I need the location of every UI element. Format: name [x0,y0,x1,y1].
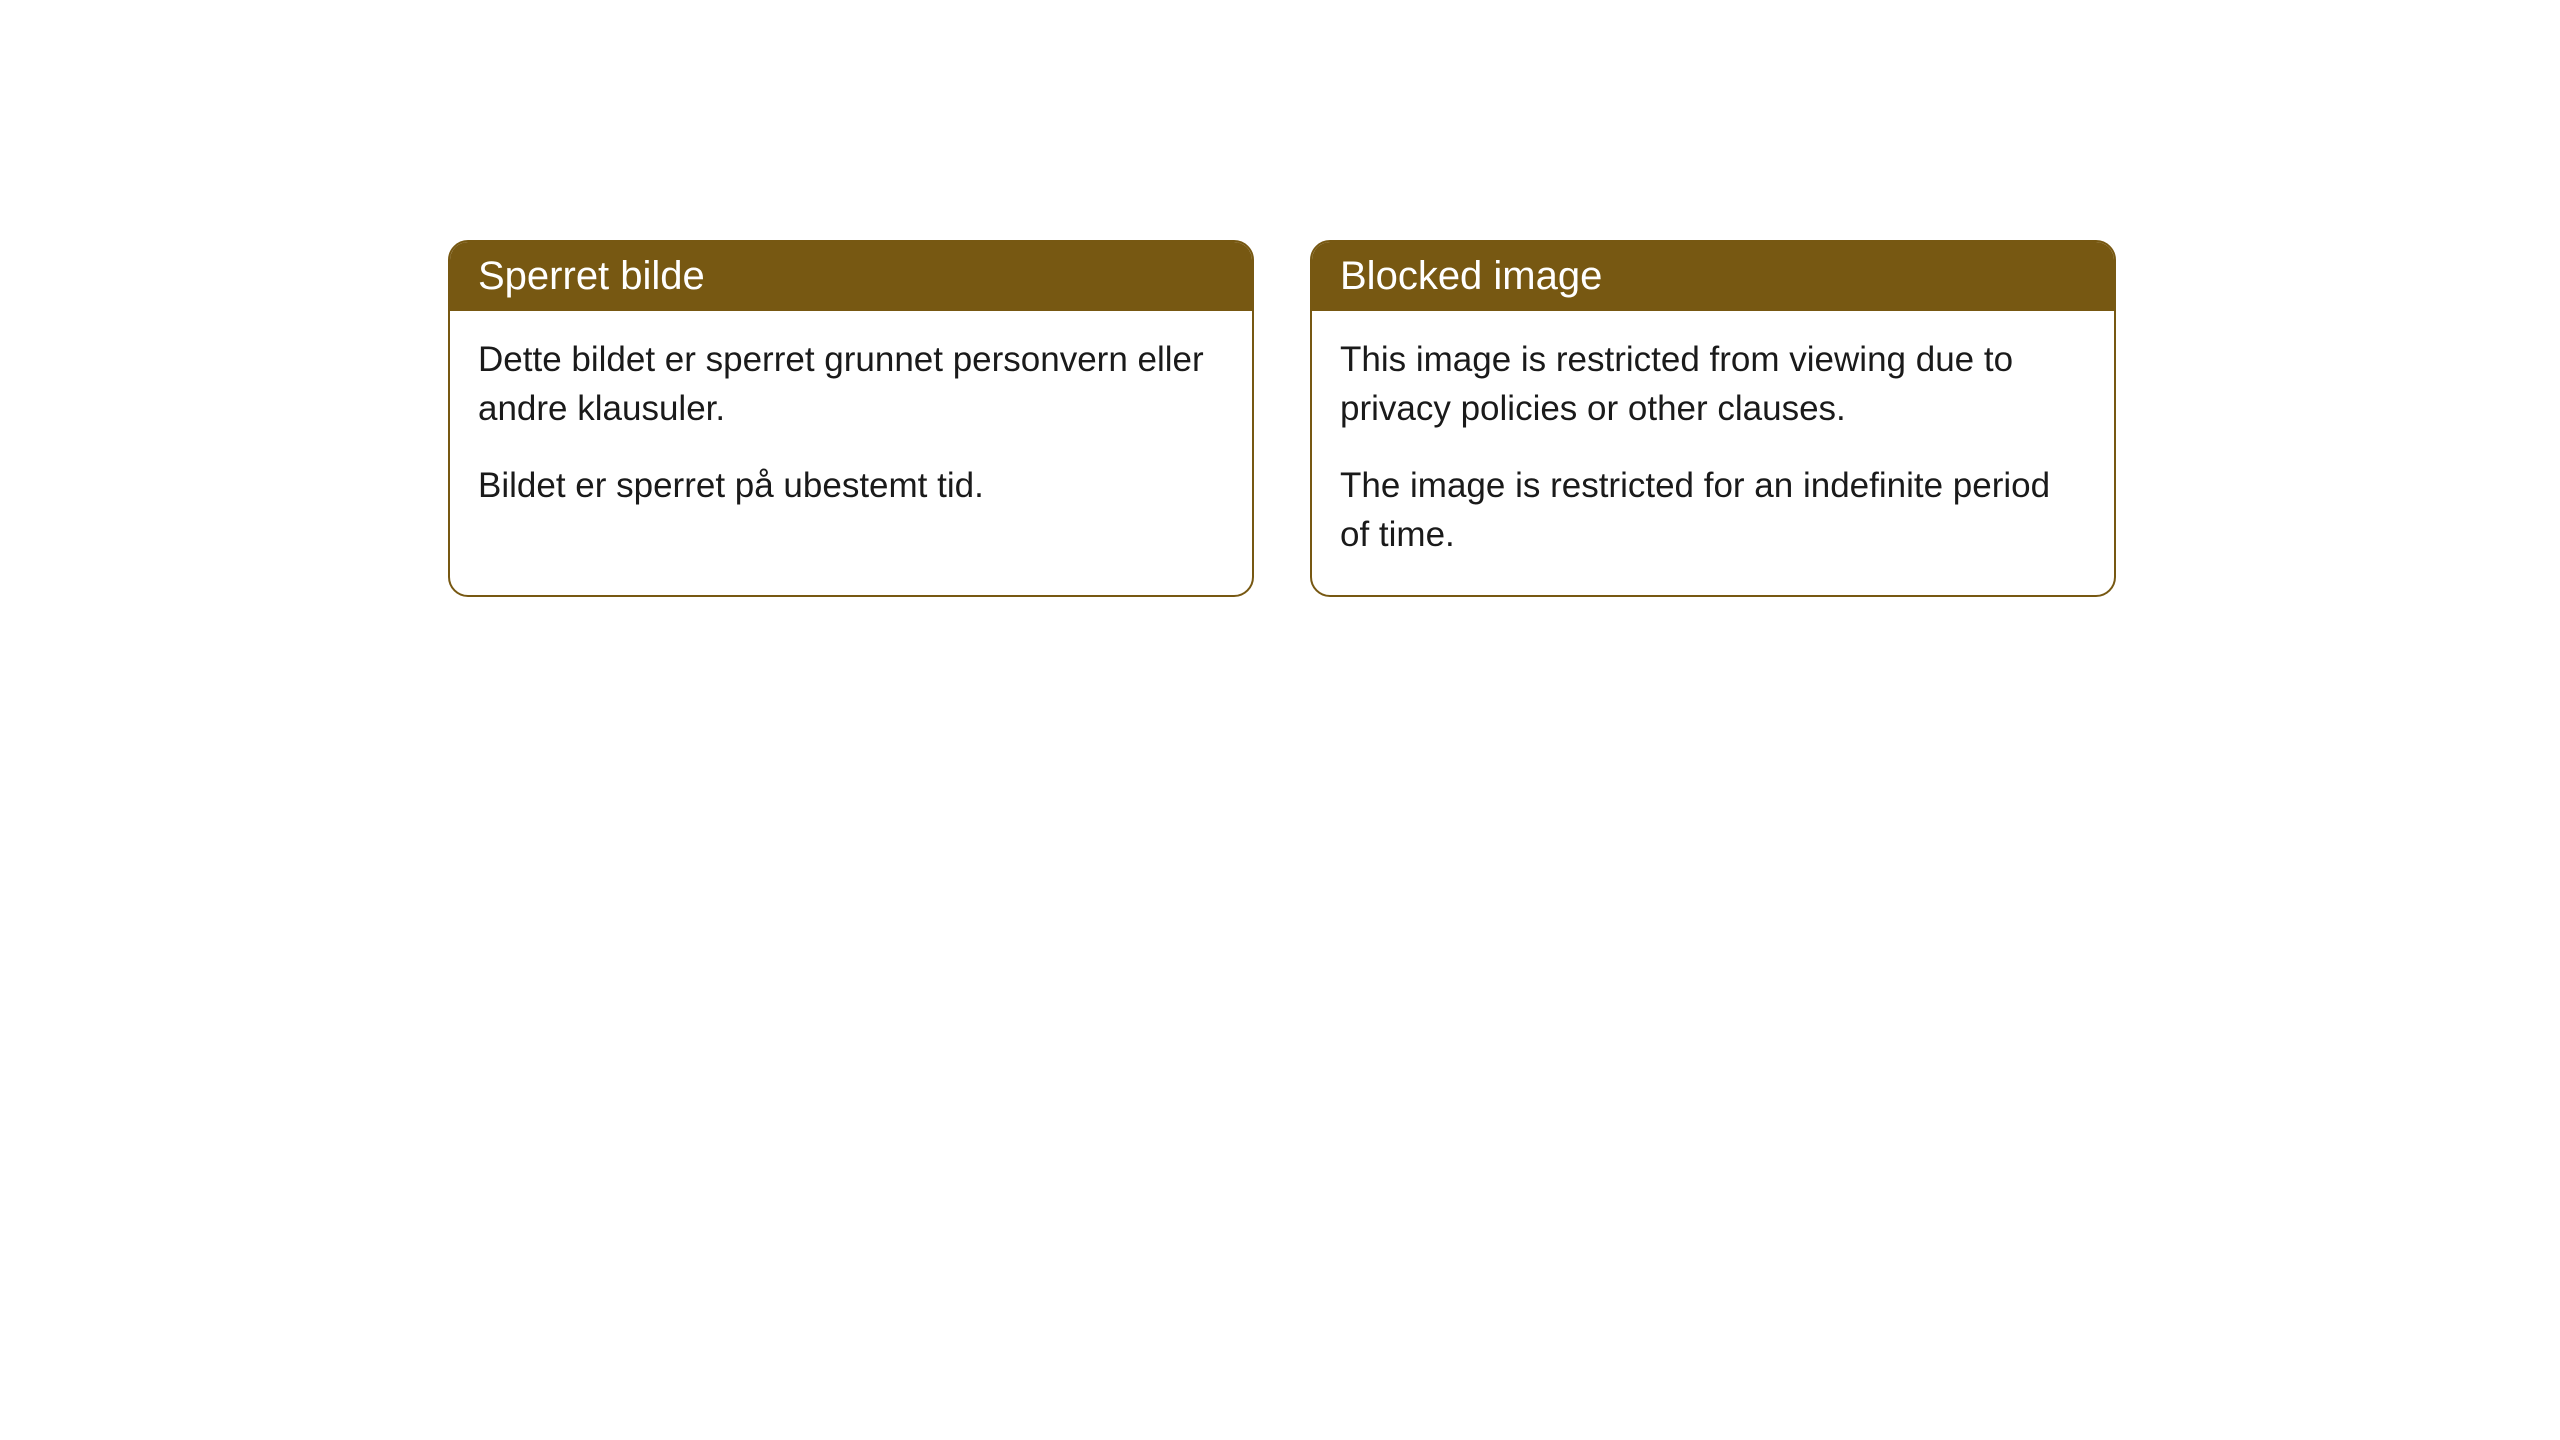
card-paragraph: Bildet er sperret på ubestemt tid. [478,461,1224,510]
cards-container: Sperret bilde Dette bildet er sperret gr… [448,240,2560,597]
card-body-english: This image is restricted from viewing du… [1312,311,2114,595]
card-norwegian: Sperret bilde Dette bildet er sperret gr… [448,240,1254,597]
card-body-norwegian: Dette bildet er sperret grunnet personve… [450,311,1252,546]
card-paragraph: The image is restricted for an indefinit… [1340,461,2086,559]
card-english: Blocked image This image is restricted f… [1310,240,2116,597]
card-paragraph: This image is restricted from viewing du… [1340,335,2086,433]
card-title: Sperret bilde [478,254,705,298]
card-header-english: Blocked image [1312,242,2114,311]
card-paragraph: Dette bildet er sperret grunnet personve… [478,335,1224,433]
card-title: Blocked image [1340,254,1602,298]
card-header-norwegian: Sperret bilde [450,242,1252,311]
